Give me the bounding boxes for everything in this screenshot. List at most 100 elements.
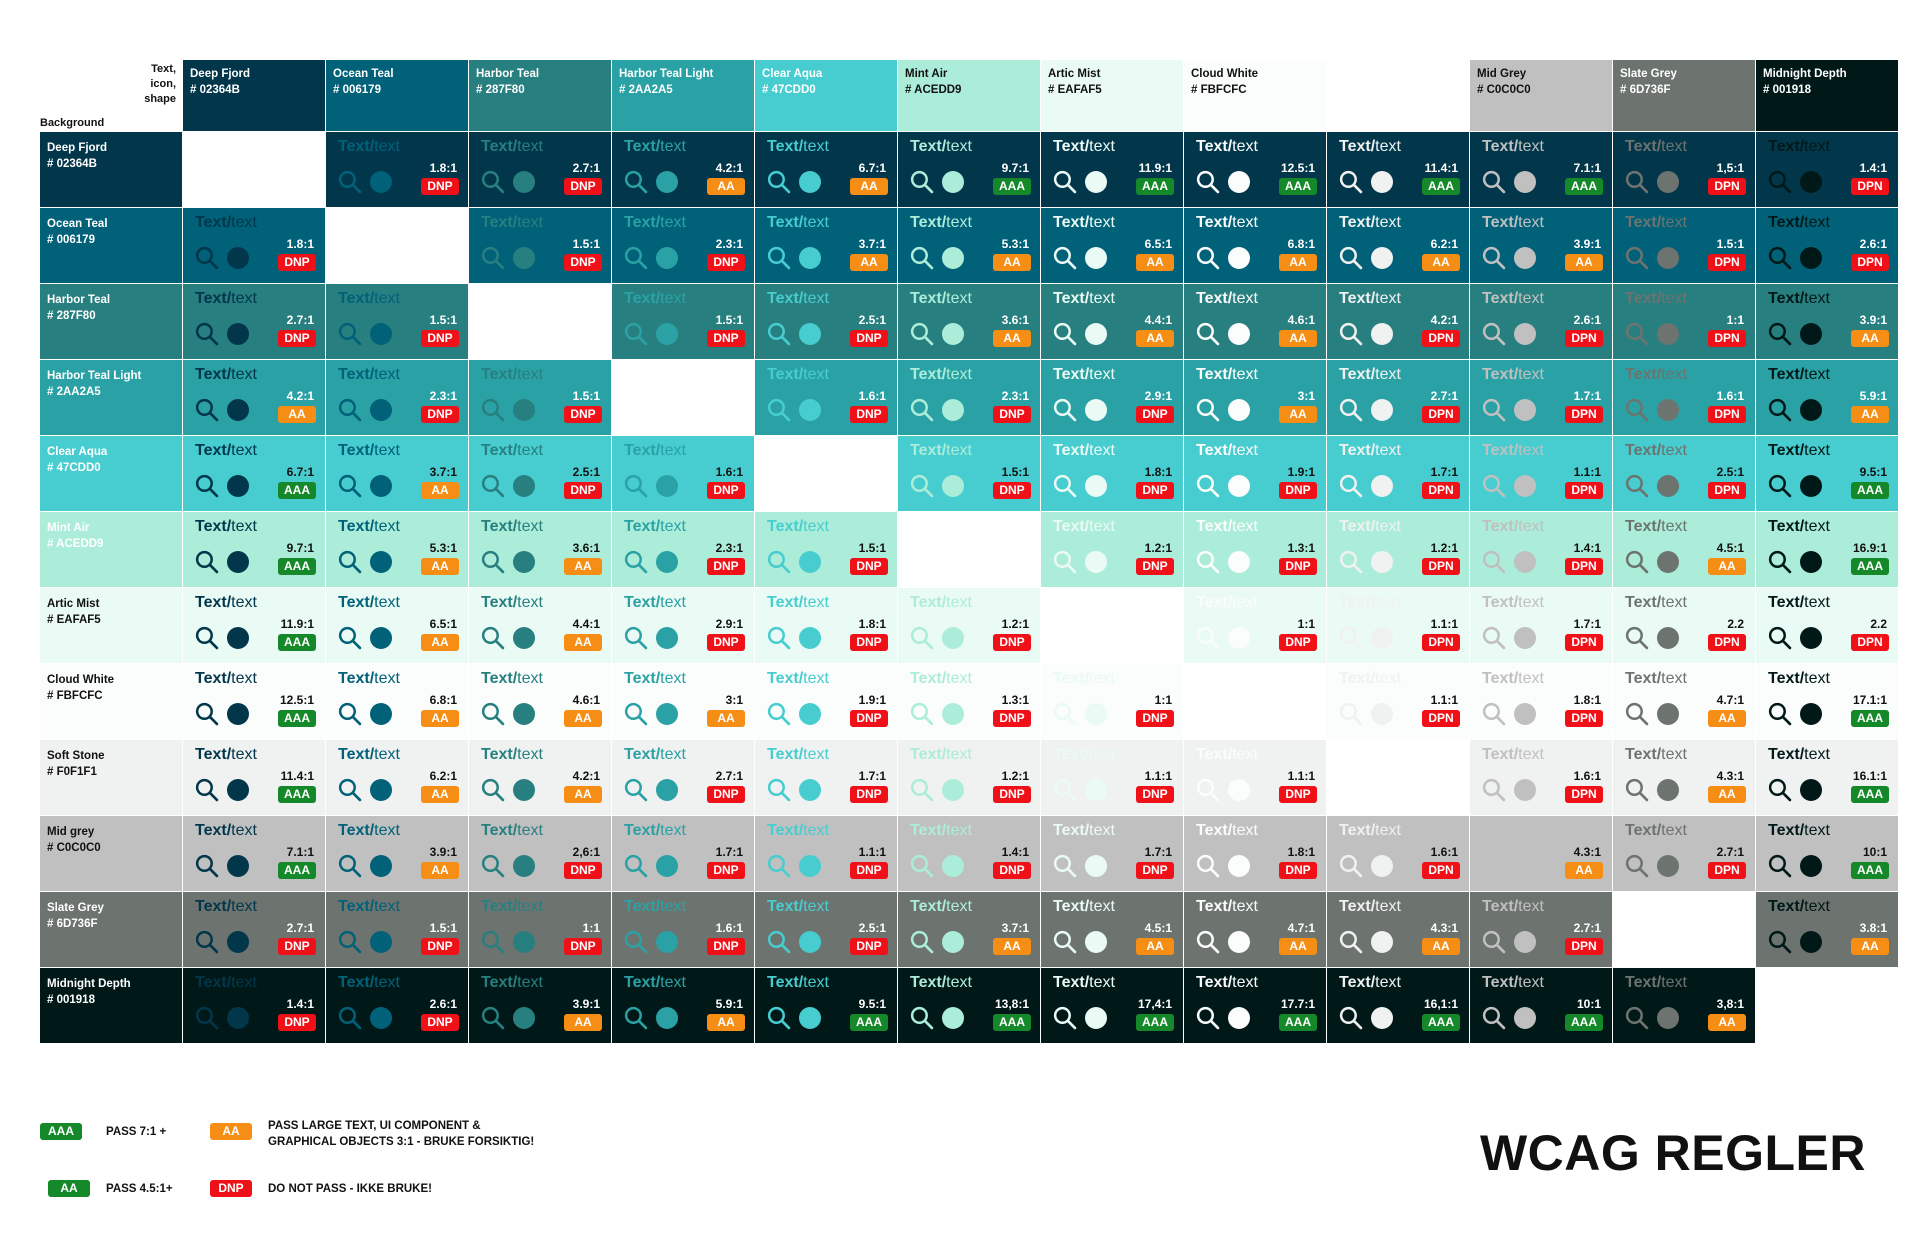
sample-text-bold: Text/ bbox=[767, 594, 804, 611]
sample-text: Text/text bbox=[910, 746, 972, 764]
contrast-cell: Text/text 3.9:1 AA bbox=[469, 968, 611, 1043]
circle-swatch-icon bbox=[1085, 703, 1107, 725]
sample-text-bold: Text/ bbox=[1053, 974, 1090, 991]
row-header-hex: # ACEDD9 bbox=[47, 538, 104, 550]
contrast-cell: Text/text 2.5:1 DNP bbox=[755, 892, 897, 967]
magnifier-icon bbox=[1625, 170, 1649, 194]
column-header-name: Ocean Teal bbox=[333, 68, 394, 80]
contrast-cell: Text/text 1.6:1 DNP bbox=[612, 436, 754, 511]
magnifier-icon bbox=[195, 854, 219, 878]
sample-text-regular: text bbox=[946, 670, 972, 687]
magnifier-icon bbox=[910, 1006, 934, 1030]
contrast-ratio: 1.6:1 bbox=[1716, 389, 1744, 403]
sample-text: Text/text bbox=[1482, 974, 1544, 992]
sample-text-bold: Text/ bbox=[481, 670, 518, 687]
sample-text-bold: Text/ bbox=[1482, 670, 1519, 687]
column-header-9: Mid Grey # C0C0C0 bbox=[1470, 60, 1612, 131]
sample-text-bold: Text/ bbox=[1053, 518, 1090, 535]
sample-text-regular: text bbox=[1804, 518, 1830, 535]
row-header-hex: # 2AA2A5 bbox=[47, 386, 101, 398]
circle-swatch-icon bbox=[1800, 247, 1822, 269]
contrast-cell: Text/text 2.2 DPN bbox=[1756, 588, 1898, 663]
sample-text-bold: Text/ bbox=[481, 898, 518, 915]
circle-swatch-icon bbox=[1228, 779, 1250, 801]
circle-swatch-icon bbox=[1371, 323, 1393, 345]
circle-swatch-icon bbox=[227, 779, 249, 801]
contrast-cell: Text/text 1.8:1 DNP bbox=[1184, 816, 1326, 891]
contrast-cell: Text/text 1.6:1 DPN bbox=[1470, 740, 1612, 815]
circle-swatch-icon bbox=[1657, 779, 1679, 801]
sample-text-bold: Text/ bbox=[338, 822, 375, 839]
sample-text: Text/text bbox=[1053, 442, 1115, 460]
contrast-ratio: 1.2:1 bbox=[1144, 541, 1172, 555]
contrast-ratio: 4.6:1 bbox=[1287, 313, 1315, 327]
magnifier-icon bbox=[1339, 398, 1363, 422]
sample-text: Text/text bbox=[1339, 138, 1401, 156]
sample-text-bold: Text/ bbox=[1625, 594, 1662, 611]
circle-swatch-icon bbox=[1800, 475, 1822, 497]
sample-text-bold: Text/ bbox=[1625, 518, 1662, 535]
magnifier-icon bbox=[481, 702, 505, 726]
sample-text-regular: text bbox=[231, 442, 257, 459]
circle-swatch-icon bbox=[370, 171, 392, 193]
magnifier-icon bbox=[338, 550, 362, 574]
legend-badge-aa: AA bbox=[48, 1180, 90, 1197]
sample-text-bold: Text/ bbox=[1053, 746, 1090, 763]
contrast-ratio: 1.1:1 bbox=[1430, 617, 1458, 631]
contrast-cell: Text/text 2.9:1 DNP bbox=[612, 588, 754, 663]
circle-swatch-icon bbox=[1657, 703, 1679, 725]
contrast-cell: Text/text 1.7:1 DPN bbox=[1470, 360, 1612, 435]
contrast-ratio: 3.9:1 bbox=[1859, 313, 1887, 327]
wcag-badge: AA bbox=[421, 558, 459, 575]
magnifier-icon bbox=[767, 170, 791, 194]
sample-text-bold: Text/ bbox=[1053, 442, 1090, 459]
contrast-cell: Text/text 1.2:1 DNP bbox=[1041, 512, 1183, 587]
legend-badge-aaa: AAA bbox=[40, 1123, 82, 1140]
wcag-badge: DNP bbox=[707, 482, 745, 499]
contrast-cell: Text/text 1.6:1 DNP bbox=[755, 360, 897, 435]
contrast-cell: Text/text 4.2:1 AA bbox=[183, 360, 325, 435]
empty-cell bbox=[326, 208, 468, 283]
contrast-ratio: 17,4:1 bbox=[1137, 997, 1172, 1011]
sample-text: Text/text bbox=[767, 214, 829, 232]
magnifier-icon bbox=[1053, 398, 1077, 422]
sample-text: Text/text bbox=[1053, 670, 1115, 688]
row-header-2: Harbor Teal # 287F80 bbox=[40, 284, 182, 359]
magnifier-icon bbox=[481, 626, 505, 650]
sample-text: Text/text bbox=[1196, 974, 1258, 992]
magnifier-icon bbox=[1768, 550, 1792, 574]
circle-swatch-icon bbox=[1657, 323, 1679, 345]
circle-swatch-icon bbox=[799, 855, 821, 877]
sample-text: Text/text bbox=[195, 898, 257, 916]
sample-text-regular: text bbox=[517, 518, 543, 535]
sample-text: Text/text bbox=[910, 138, 972, 156]
contrast-cell: Text/text 3.9:1 AA bbox=[1470, 208, 1612, 283]
contrast-cell: Text/text 3.6:1 AA bbox=[469, 512, 611, 587]
contrast-ratio: 4.5:1 bbox=[1144, 921, 1172, 935]
circle-swatch-icon bbox=[370, 855, 392, 877]
contrast-cell: Text/text 11.4:1 AAA bbox=[183, 740, 325, 815]
sample-text: Text/text bbox=[1482, 290, 1544, 308]
wcag-badge: AA bbox=[1708, 786, 1746, 803]
wcag-badge: DNP bbox=[1136, 786, 1174, 803]
wcag-badge: AA bbox=[1565, 254, 1603, 271]
row-header-name: Soft Stone bbox=[47, 750, 105, 762]
sample-text: Text/text bbox=[910, 214, 972, 232]
contrast-cell: Text/text 5.9:1 AA bbox=[612, 968, 754, 1043]
contrast-ratio: 7.1:1 bbox=[1573, 161, 1601, 175]
circle-swatch-icon bbox=[1800, 779, 1822, 801]
contrast-ratio: 2.9:1 bbox=[715, 617, 743, 631]
contrast-cell: Text/text 2.7:1 DNP bbox=[612, 740, 754, 815]
sample-text-regular: text bbox=[803, 138, 829, 155]
circle-swatch-icon bbox=[370, 627, 392, 649]
sample-text-bold: Text/ bbox=[1768, 594, 1805, 611]
row-header-11: Midnight Depth # 001918 bbox=[40, 968, 182, 1043]
magnifier-icon bbox=[1768, 322, 1792, 346]
sample-text-bold: Text/ bbox=[910, 822, 947, 839]
sample-text: Text/text bbox=[767, 974, 829, 992]
sample-text: Text/text bbox=[1482, 670, 1544, 688]
magnifier-icon bbox=[1625, 246, 1649, 270]
magnifier-icon bbox=[338, 398, 362, 422]
sample-text: Text/text bbox=[1339, 670, 1401, 688]
contrast-cell: Text/text 17,4:1 AAA bbox=[1041, 968, 1183, 1043]
